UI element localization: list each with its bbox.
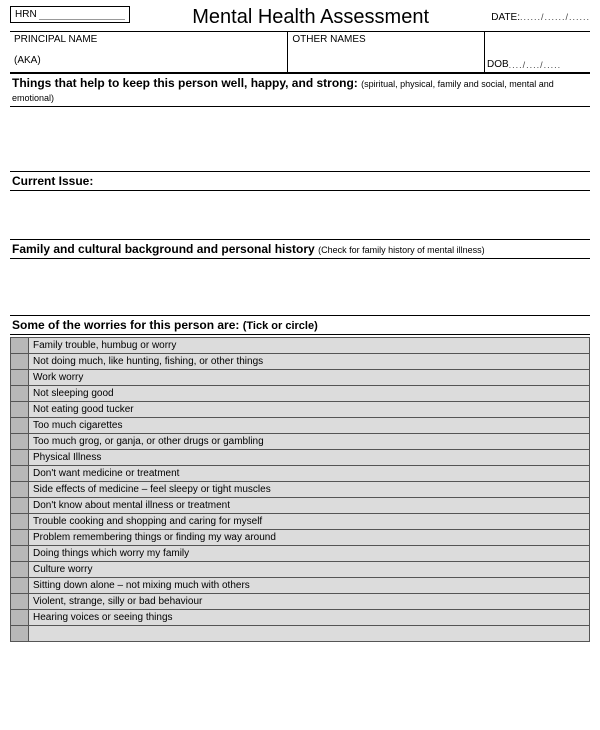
hrn-field[interactable]: HRN: [10, 6, 130, 23]
principal-name-field[interactable]: PRINCIPAL NAME (AKA): [10, 32, 288, 72]
worry-item-label: Trouble cooking and shopping and caring …: [29, 514, 590, 530]
checkbox[interactable]: [11, 482, 29, 498]
checkbox[interactable]: [11, 626, 29, 642]
table-row: Hearing voices or seeing things: [11, 610, 590, 626]
table-row: Not sleeping good: [11, 386, 590, 402]
issue-text-area[interactable]: [10, 191, 590, 239]
section-worries-hint: (Tick or circle): [243, 320, 318, 332]
table-row: Problem remembering things or finding my…: [11, 530, 590, 546]
checkbox[interactable]: [11, 578, 29, 594]
worry-item-label: Don't know about mental illness or treat…: [29, 498, 590, 514]
worry-item-label: Don't want medicine or treatment: [29, 466, 590, 482]
section-issue-title: Current Issue:: [12, 174, 93, 188]
checkbox[interactable]: [11, 386, 29, 402]
worry-item-label: Not doing much, like hunting, fishing, o…: [29, 354, 590, 370]
checkbox[interactable]: [11, 418, 29, 434]
checkbox[interactable]: [11, 354, 29, 370]
date-label: DATE:: [491, 12, 520, 23]
worry-item-label: Hearing voices or seeing things: [29, 610, 590, 626]
aka-label: (AKA): [14, 55, 283, 66]
section-wellness-head: Things that help to keep this person wel…: [10, 73, 590, 107]
other-names-label: OTHER NAMES: [292, 34, 480, 45]
table-row: Not doing much, like hunting, fishing, o…: [11, 354, 590, 370]
section-history-title: Family and cultural background and perso…: [12, 242, 315, 256]
table-row: Don't want medicine or treatment: [11, 466, 590, 482]
section-wellness-title: Things that help to keep this person wel…: [12, 76, 358, 90]
worry-item-label: Not eating good tucker: [29, 402, 590, 418]
table-row: Sitting down alone – not mixing much wit…: [11, 578, 590, 594]
checkbox[interactable]: [11, 402, 29, 418]
other-names-field[interactable]: OTHER NAMES: [288, 32, 485, 72]
dob-placeholder: ..../..../.....: [509, 60, 562, 70]
assessment-form: HRN Mental Health Assessment DATE:......…: [0, 0, 600, 648]
worry-item-label: Side effects of medicine – feel sleepy o…: [29, 482, 590, 498]
worries-table: Family trouble, humbug or worryNot doing…: [10, 337, 590, 642]
checkbox[interactable]: [11, 514, 29, 530]
header-row: HRN Mental Health Assessment DATE:......…: [10, 6, 590, 32]
wellness-text-area[interactable]: [10, 107, 590, 171]
section-issue-head: Current Issue:: [10, 171, 590, 191]
table-row: Work worry: [11, 370, 590, 386]
checkbox[interactable]: [11, 498, 29, 514]
checkbox[interactable]: [11, 610, 29, 626]
worry-item-label: Too much cigarettes: [29, 418, 590, 434]
table-row: Doing things which worry my family: [11, 546, 590, 562]
dob-label: DOB: [487, 59, 509, 70]
section-worries-head: Some of the worries for this person are:…: [10, 315, 590, 335]
date-field[interactable]: DATE:....../....../......: [491, 6, 590, 23]
worry-item-empty[interactable]: [29, 626, 590, 642]
checkbox[interactable]: [11, 546, 29, 562]
worry-item-label: Violent, strange, silly or bad behaviour: [29, 594, 590, 610]
worry-item-label: Too much grog, or ganja, or other drugs …: [29, 434, 590, 450]
table-row: Culture worry: [11, 562, 590, 578]
checkbox[interactable]: [11, 434, 29, 450]
section-history-hint: (Check for family history of mental illn…: [318, 245, 485, 255]
checkbox[interactable]: [11, 338, 29, 354]
checkbox[interactable]: [11, 530, 29, 546]
table-row: Too much cigarettes: [11, 418, 590, 434]
section-worries-title: Some of the worries for this person are:: [12, 318, 239, 332]
table-row: Violent, strange, silly or bad behaviour: [11, 594, 590, 610]
principal-name-label: PRINCIPAL NAME: [14, 34, 283, 45]
hrn-input-line[interactable]: [39, 10, 125, 20]
checkbox[interactable]: [11, 450, 29, 466]
history-text-area[interactable]: [10, 259, 590, 315]
worry-item-label: Not sleeping good: [29, 386, 590, 402]
worry-item-label: Sitting down alone – not mixing much wit…: [29, 578, 590, 594]
names-row: PRINCIPAL NAME (AKA) OTHER NAMES DOB....…: [10, 32, 590, 73]
page-title: Mental Health Assessment: [130, 6, 491, 31]
dob-field[interactable]: DOB..../..../.....: [485, 32, 590, 72]
section-history-head: Family and cultural background and perso…: [10, 239, 590, 259]
table-row: Family trouble, humbug or worry: [11, 338, 590, 354]
table-row: Don't know about mental illness or treat…: [11, 498, 590, 514]
worry-item-label: Culture worry: [29, 562, 590, 578]
table-row: Side effects of medicine – feel sleepy o…: [11, 482, 590, 498]
date-placeholder: ....../....../......: [520, 12, 590, 22]
checkbox[interactable]: [11, 466, 29, 482]
checkbox[interactable]: [11, 562, 29, 578]
hrn-label: HRN: [15, 9, 37, 20]
worry-item-label: Family trouble, humbug or worry: [29, 338, 590, 354]
table-row: Trouble cooking and shopping and caring …: [11, 514, 590, 530]
worry-item-label: Work worry: [29, 370, 590, 386]
table-row: Not eating good tucker: [11, 402, 590, 418]
table-row: Physical Illness: [11, 450, 590, 466]
worry-item-label: Physical Illness: [29, 450, 590, 466]
worry-item-label: Problem remembering things or finding my…: [29, 530, 590, 546]
worry-item-label: Doing things which worry my family: [29, 546, 590, 562]
checkbox[interactable]: [11, 594, 29, 610]
checkbox[interactable]: [11, 370, 29, 386]
table-row: [11, 626, 590, 642]
table-row: Too much grog, or ganja, or other drugs …: [11, 434, 590, 450]
